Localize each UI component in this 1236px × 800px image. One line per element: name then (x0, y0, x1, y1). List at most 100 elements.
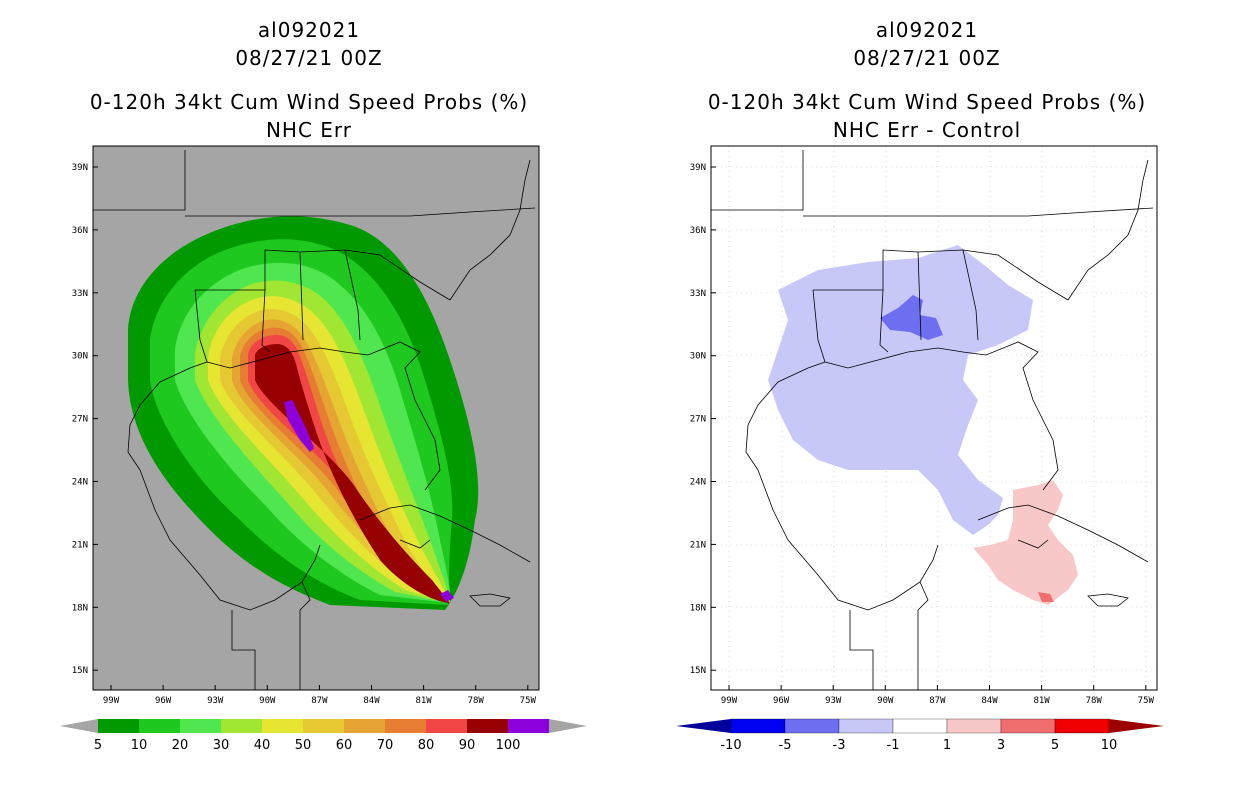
difference-contours (768, 245, 1078, 605)
lat-label: 24N (72, 478, 88, 488)
lon-label: 90W (259, 696, 276, 706)
lat-label: 21N (690, 540, 706, 550)
lat-label: 15N (690, 666, 706, 676)
colorbar-tick-label: 30 (213, 738, 230, 753)
colorbar-segment (139, 719, 180, 733)
diff-neg-3-to-5 (880, 295, 943, 340)
lat-label: 30N (690, 352, 706, 362)
lon-label: 93W (825, 696, 842, 706)
lat-label: 39N (690, 163, 706, 173)
lat-label: 27N (690, 415, 706, 425)
lat-label: 24N (690, 478, 706, 488)
diff-pos-3-to-5 (1038, 592, 1054, 602)
lat-label: 18N (690, 603, 706, 613)
lon-label: 96W (773, 696, 790, 706)
datetime: 08/27/21 00Z (235, 46, 383, 70)
probability-contours (128, 216, 479, 611)
coastlines (711, 150, 1154, 690)
colorbar-segment (784, 718, 840, 734)
colorbar-tick-label: 100 (496, 738, 521, 753)
colorbar-segment (946, 718, 1002, 734)
colorbar-tick-label: 60 (336, 738, 353, 753)
lat-labels: 39N 36N 33N 30N 27N 24N 21N 18N 15N (690, 163, 716, 676)
prob-100-contour (284, 400, 454, 602)
colorbar-segment (508, 719, 549, 733)
map-frame (710, 145, 1158, 691)
lat-label: 27N (72, 415, 88, 425)
product-title: 0-120h 34kt Cum Wind Speed Probs (%) (707, 90, 1147, 114)
lat-label: 33N (690, 289, 706, 299)
colorbar-segment (838, 718, 894, 734)
lat-label: 15N (72, 666, 88, 676)
colorbar-tick-label: 70 (377, 738, 394, 753)
lon-label: 90W (877, 696, 894, 706)
colorbar-segment (467, 719, 508, 733)
colorbar-tick-label: 10 (1101, 738, 1118, 753)
colorbar-segment (98, 719, 139, 733)
lon-label: 99W (721, 696, 738, 706)
colorbar-segment (1000, 718, 1056, 734)
subtitle: NHC Err - Control (832, 118, 1022, 142)
colorbar-over-arrow (1109, 719, 1164, 733)
lat-label: 21N (72, 540, 88, 550)
lon-label: 78W (1086, 696, 1103, 706)
lon-label: 81W (1033, 696, 1050, 706)
gridlines (711, 146, 1157, 690)
subtitle: NHC Err (265, 118, 353, 142)
lon-label: 87W (311, 696, 328, 706)
right-panel: al092021 08/27/21 00Z 0-120h 34kt Cum Wi… (618, 0, 1236, 800)
lat-label: 36N (690, 226, 706, 236)
datetime: 08/27/21 00Z (853, 46, 1001, 70)
colorbar-under-arrow (60, 719, 98, 733)
map-frame (92, 145, 540, 691)
lon-label: 96W (155, 696, 172, 706)
lon-labels: 99W 96W 93W 90W 87W 84W 81W 78W 75W (103, 685, 537, 706)
lon-label: 87W (929, 696, 946, 706)
lat-label: 33N (72, 289, 88, 299)
colorbar-tick-label: -1 (887, 738, 900, 753)
colorbar: -10 -5 -3 -1 1 3 5 10 (676, 718, 1164, 753)
colorbar-segment (221, 719, 262, 733)
lon-label: 78W (468, 696, 485, 706)
colorbar-tick-label: 50 (295, 738, 312, 753)
lon-label: 84W (363, 696, 380, 706)
lon-label: 75W (1138, 696, 1155, 706)
colorbar-tick-label: 3 (997, 738, 1005, 753)
diff-neg-1-to-3 (768, 245, 1033, 535)
lat-labels: 39N 36N 33N 30N 27N 24N 21N 18N 15N (72, 163, 98, 676)
colorbar-segment (730, 718, 786, 734)
colorbar-segment (892, 718, 948, 734)
diff-pos-1-to-3 (973, 480, 1078, 605)
lon-label: 93W (207, 696, 224, 706)
lon-label: 75W (520, 696, 537, 706)
colorbar-tick-label: 10 (131, 738, 148, 753)
lat-label: 39N (72, 163, 88, 173)
colorbar-tick-label: -3 (833, 738, 846, 753)
colorbar-tick-label: -5 (779, 738, 792, 753)
lat-label: 18N (72, 603, 88, 613)
colorbar-tick-label: 90 (459, 738, 476, 753)
left-panel: al092021 08/27/21 00Z 0-120h 34kt Cum Wi… (60, 18, 587, 753)
lon-label: 99W (103, 696, 120, 706)
prob-90-contour (255, 344, 450, 603)
product-title: 0-120h 34kt Cum Wind Speed Probs (%) (89, 90, 529, 114)
colorbar-segment (385, 719, 426, 733)
colorbar-tick-label: 5 (1051, 738, 1059, 753)
colorbar-segment (1054, 718, 1110, 734)
colorbar-tick-label: 20 (172, 738, 189, 753)
colorbar-tick-label: 5 (94, 738, 102, 753)
lon-label: 81W (415, 696, 432, 706)
lat-label: 36N (72, 226, 88, 236)
colorbar-tick-label: 80 (418, 738, 435, 753)
lon-labels: 99W 96W 93W 90W 87W 84W 81W 78W 75W (721, 685, 1155, 706)
storm-id: al092021 (875, 18, 979, 42)
colorbar-segment (180, 719, 221, 733)
colorbar-under-arrow (676, 719, 731, 733)
lat-label: 30N (72, 352, 88, 362)
colorbar-tick-label: 40 (254, 738, 271, 753)
colorbar-segment (262, 719, 303, 733)
colorbar-tick-label: 1 (943, 738, 951, 753)
colorbar-segment (344, 719, 385, 733)
difference-map: 39N 36N 33N 30N 27N 24N 21N 18N 15N 99W 96W 93W 90W… (690, 145, 1158, 706)
colorbar-over-arrow (549, 719, 587, 733)
